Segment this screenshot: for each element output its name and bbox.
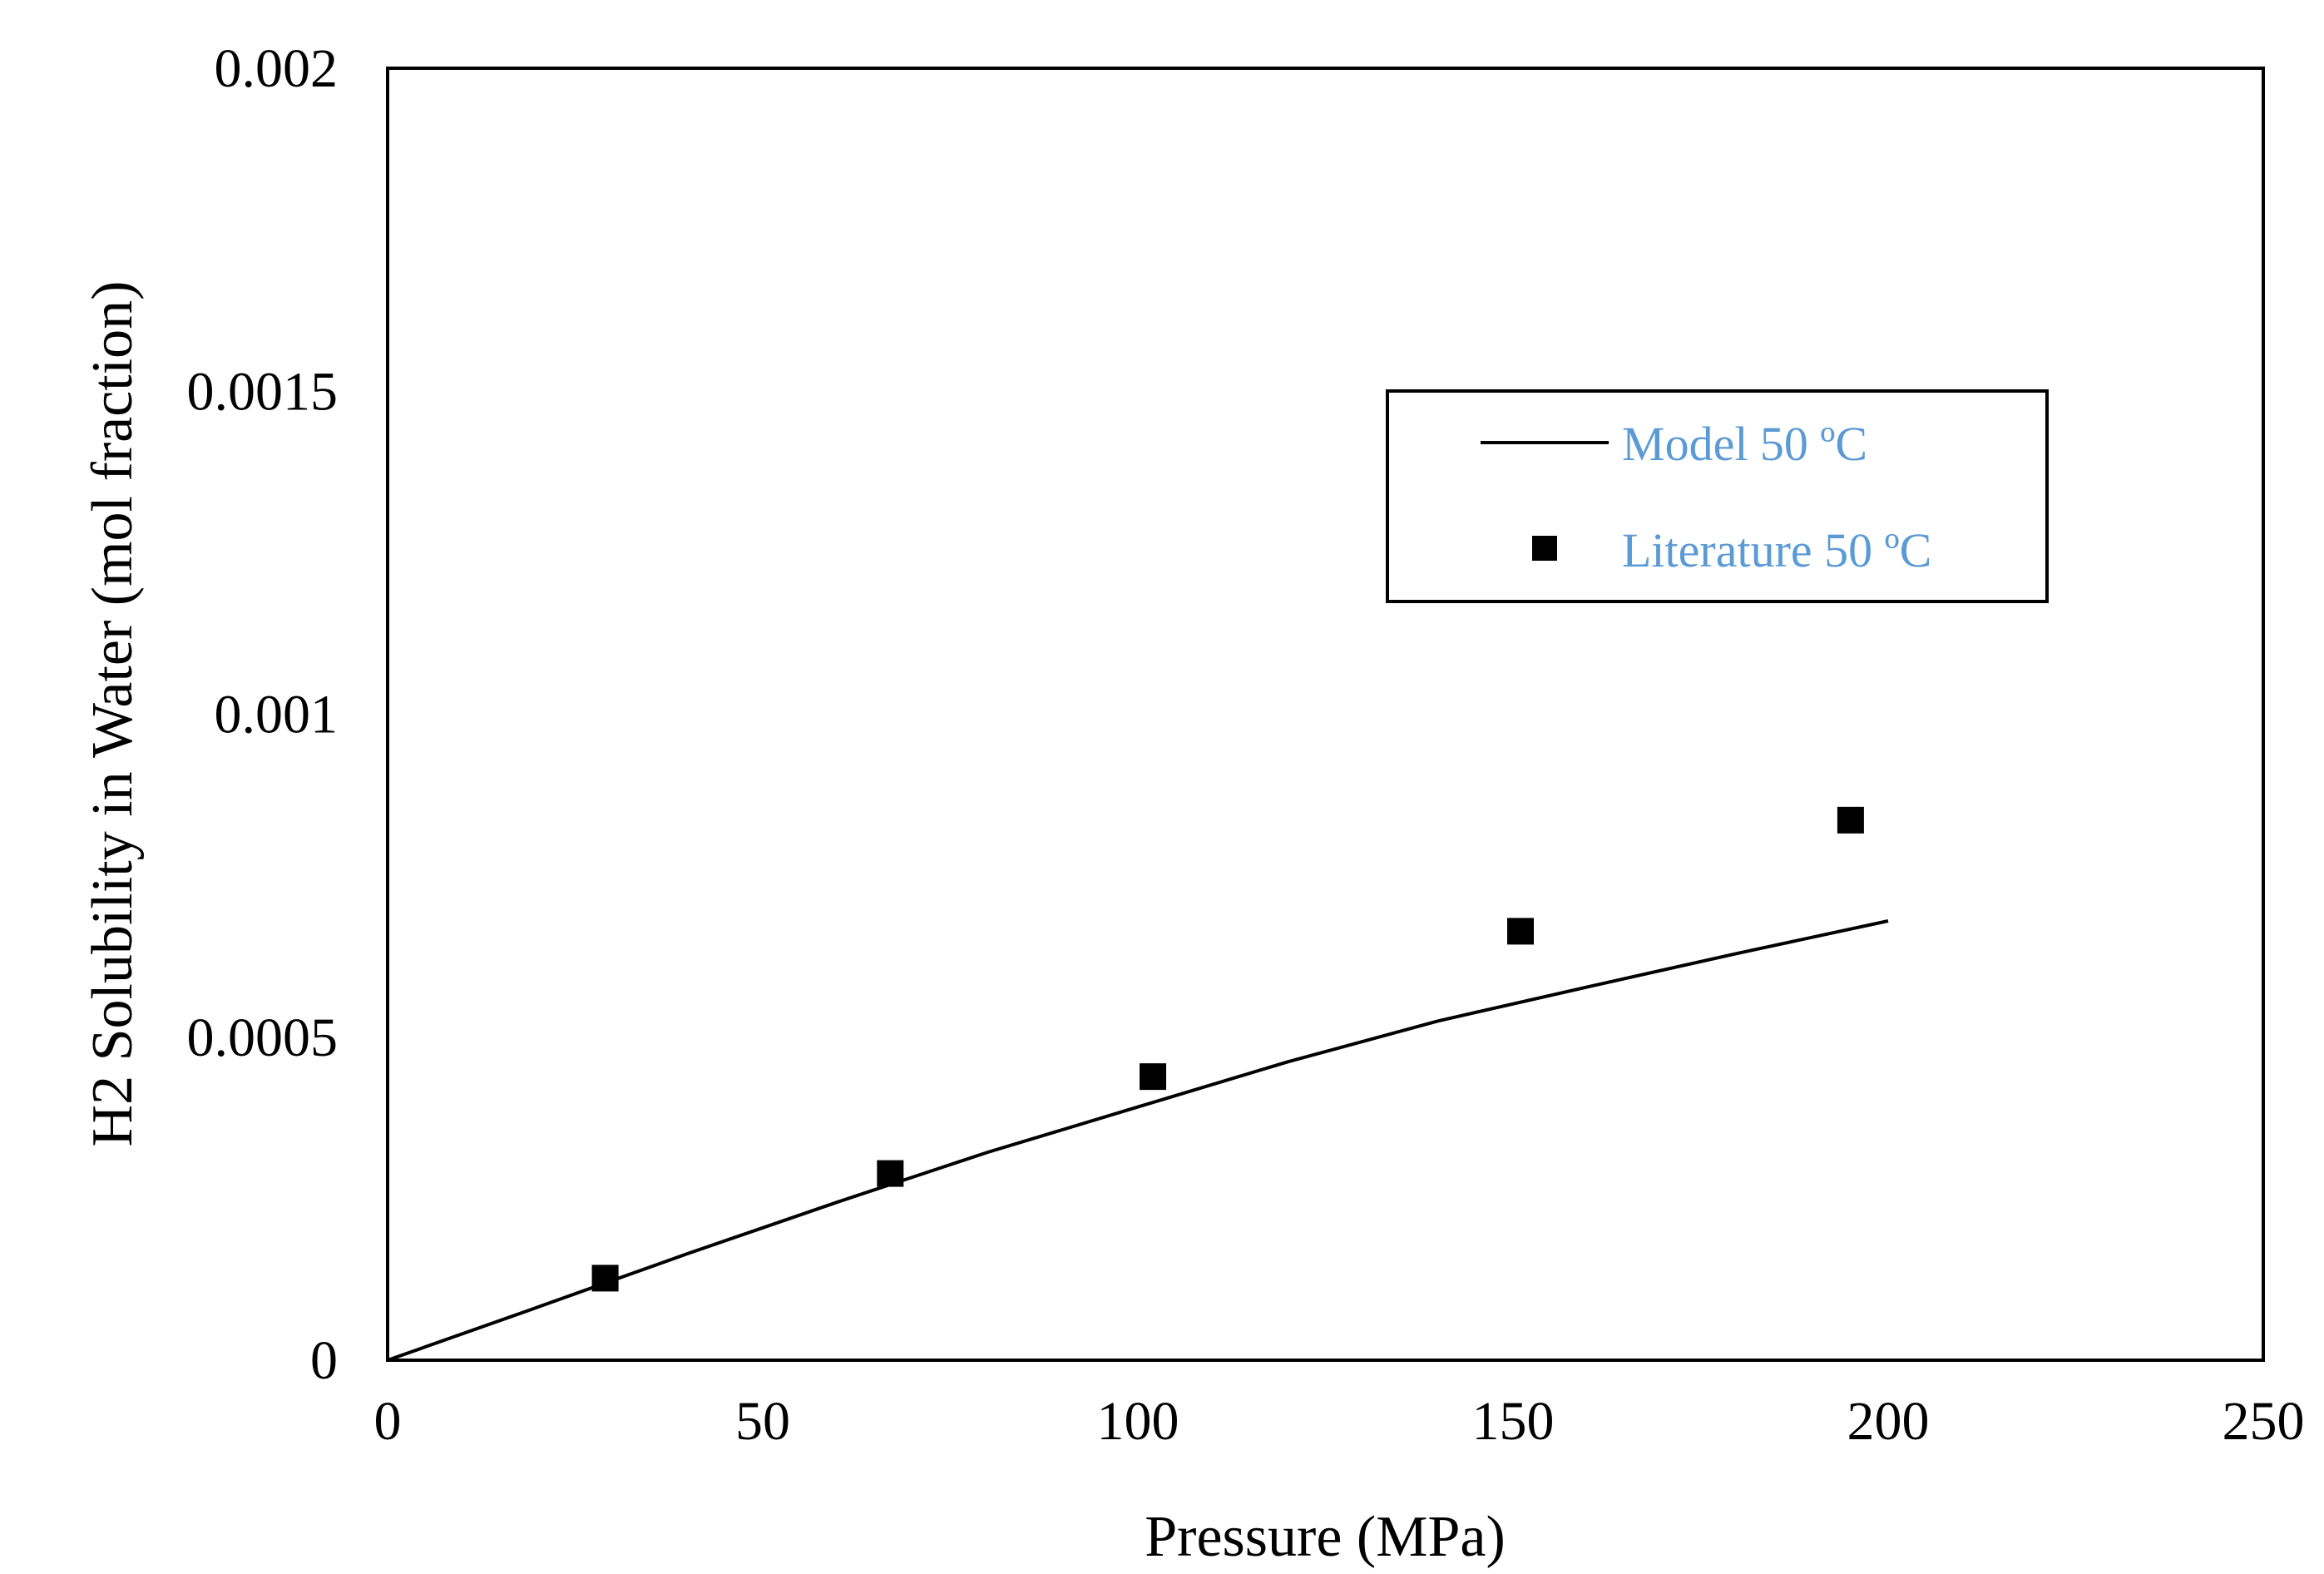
x-tick-label: 50 <box>735 1391 790 1452</box>
y-tick-label: 0.001 <box>215 685 339 745</box>
legend-box <box>1386 389 2049 603</box>
y-axis-ticks: 0 0.0005 0.001 0.0015 0.002 <box>187 38 339 1391</box>
literature-point <box>1507 918 1535 945</box>
plot-area-frame <box>386 67 2265 1362</box>
x-axis-ticks: 0 50 100 150 200 250 <box>374 1391 2305 1452</box>
y-tick-label: 0.0005 <box>187 1007 339 1068</box>
x-tick-label: 0 <box>374 1391 402 1452</box>
y-tick-label: 0.002 <box>215 38 339 99</box>
literature-point <box>591 1265 619 1292</box>
legend: Model 50 ºC Literature 50 ºC <box>1386 389 2049 603</box>
y-tick-label: 0 <box>310 1330 338 1391</box>
x-tick-label: 200 <box>1847 1391 1930 1452</box>
legend-literature-label: Literature 50 ºC <box>1622 523 1931 577</box>
literature-point <box>1140 1063 1167 1091</box>
y-tick-label: 0.0015 <box>187 361 339 422</box>
x-axis-title: Pressure (MPa) <box>1145 1505 1506 1569</box>
x-tick-label: 100 <box>1097 1391 1179 1452</box>
x-tick-label: 250 <box>2223 1391 2305 1452</box>
series-layer <box>387 806 1889 1362</box>
literature-point <box>1837 806 1864 834</box>
model-line <box>387 919 1889 1362</box>
x-tick-label: 150 <box>1472 1391 1555 1452</box>
legend-literature-marker-swatch <box>1532 536 1557 561</box>
legend-model-label: Model 50 ºC <box>1622 417 1867 471</box>
y-axis-title: H2 Solubility in Water (mol fraction) <box>81 281 145 1147</box>
literature-point <box>877 1160 904 1187</box>
